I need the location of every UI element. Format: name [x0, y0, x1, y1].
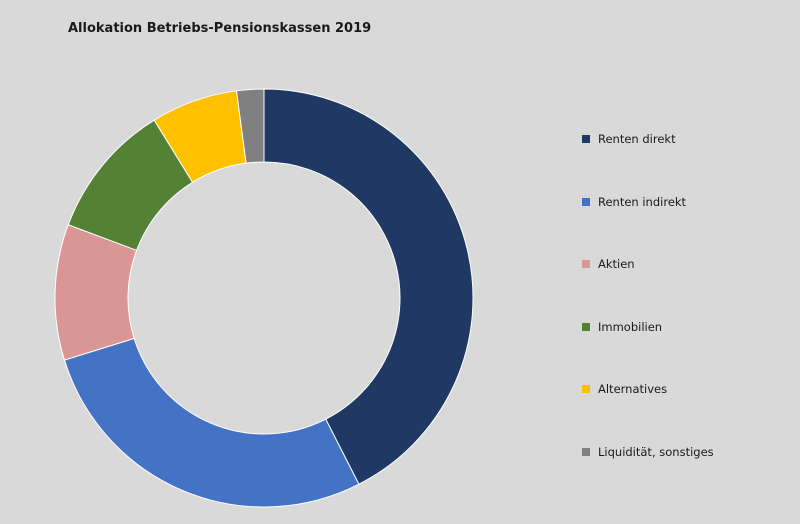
legend-item-1: Renten indirekt [582, 194, 714, 210]
legend-label: Immobilien [598, 319, 663, 334]
legend-swatch [582, 385, 590, 394]
legend-item-0: Renten direkt [582, 131, 714, 147]
legend-label: Alternatives [598, 382, 668, 397]
legend-label: Liquidität, sonstiges [598, 444, 714, 459]
legend-item-5: Liquidität, sonstiges [582, 444, 714, 460]
legend-swatch [582, 197, 590, 206]
chart-title: Allokation Betriebs-Pensionskassen 2019 [68, 21, 372, 36]
donut-slice-1 [63, 337, 360, 508]
legend-swatch [582, 260, 590, 269]
legend-swatch [582, 447, 590, 456]
legend-label: Renten direkt [598, 132, 676, 146]
legend-swatch [582, 135, 590, 143]
legend-item-4: Alternatives [582, 381, 714, 397]
legend-item-3: Immobilien [582, 319, 714, 335]
legend-label: Aktien [598, 257, 635, 272]
legend-item-2: Aktien [582, 256, 714, 272]
legend-label: Renten indirekt [598, 194, 687, 209]
legend-swatch [582, 322, 590, 331]
donut-slice-5 [235, 88, 265, 164]
donut-slice-0 [263, 88, 474, 485]
chart-legend: Renten direkt Renten indirekt Aktien Immobi… [582, 131, 714, 507]
